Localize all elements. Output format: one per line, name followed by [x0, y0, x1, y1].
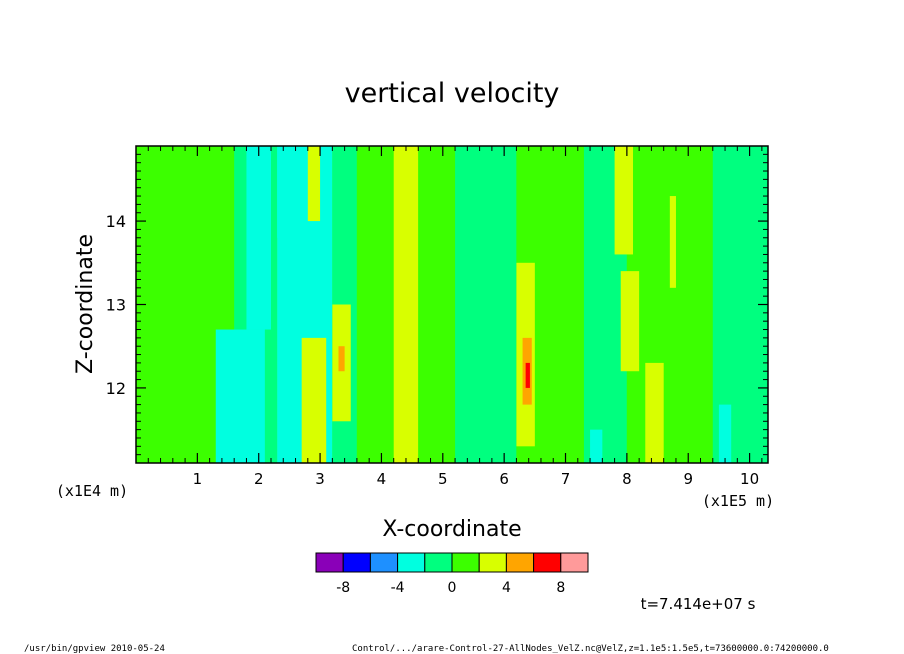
contour-patch [525, 362, 530, 388]
colorbar-cell [397, 552, 426, 573]
x-tick-label: 5 [438, 470, 448, 488]
x-tick-labels: 1 2 3 4 5 6 7 8 9 10 [193, 470, 760, 488]
colorbar-cell [478, 552, 507, 573]
x-tick-label: 4 [377, 470, 387, 488]
x-tick-label: 7 [561, 470, 571, 488]
contour-patch [718, 404, 732, 463]
colorbar-cell [451, 552, 480, 573]
contour-patch [246, 146, 271, 330]
colorbar-tick-label: 4 [502, 580, 511, 596]
contour-patch [590, 429, 603, 463]
footer-right: Control/.../arare-Control-27-AllNodes_Ve… [352, 644, 829, 654]
band [455, 146, 517, 463]
contour-patch [614, 146, 634, 255]
band [663, 146, 713, 463]
colorbar-cell [505, 552, 535, 573]
x-tick-label: 8 [622, 470, 632, 488]
x-tick-label: 2 [254, 470, 264, 488]
colorbar-cell [533, 552, 562, 573]
colorbar-tick-label: 0 [448, 580, 457, 596]
x-tick-label: 3 [315, 470, 325, 488]
contour-patch [620, 271, 640, 372]
band [393, 146, 419, 463]
colorbar-cell [560, 552, 589, 573]
contour-patch [669, 196, 676, 288]
x-tick-label: 6 [499, 470, 509, 488]
contour-patch [338, 346, 345, 372]
x-tick-label: 1 [193, 470, 203, 488]
colorbar-tick-label: 8 [556, 580, 565, 596]
y-tick-label: 13 [106, 296, 126, 315]
x-tick-label: 10 [740, 470, 759, 488]
x-tick-label: 9 [683, 470, 693, 488]
contour-patch [215, 329, 265, 463]
x-axis-label: X-coordinate [382, 517, 521, 542]
colorbar-cell [342, 552, 371, 573]
colorbar-cell [315, 552, 344, 573]
colorbar [315, 552, 589, 573]
y-tick-label: 14 [106, 212, 126, 231]
colorbar-cell [369, 552, 399, 573]
y-tick-labels: 12 13 14 [106, 212, 126, 398]
colorbar-tick-label: -8 [336, 580, 350, 596]
contour-patch [301, 337, 327, 463]
band [418, 146, 456, 463]
colorbar-cell [424, 552, 453, 573]
footer-left: /usr/bin/gpview 2010-05-24 [24, 644, 165, 654]
chart-title: vertical velocity [345, 78, 560, 109]
axis-ticks [136, 145, 768, 463]
y-axis-label: Z-coordinate [73, 234, 98, 374]
contour-patch [307, 146, 321, 222]
contour-patch [277, 146, 296, 238]
x-unit-left: (x1E4 m) [56, 482, 128, 500]
contour-patch [645, 362, 664, 463]
colorbar-labels: -8 -4 0 4 8 [336, 580, 565, 596]
colorbar-tick-label: -4 [391, 580, 405, 596]
y-tick-label: 12 [106, 379, 126, 398]
x-unit-right: (x1E5 m) [702, 492, 774, 510]
contour-features [215, 146, 732, 463]
band [356, 146, 394, 463]
plot-area [135, 145, 769, 464]
time-label: t=7.414e+07 s [641, 595, 756, 613]
